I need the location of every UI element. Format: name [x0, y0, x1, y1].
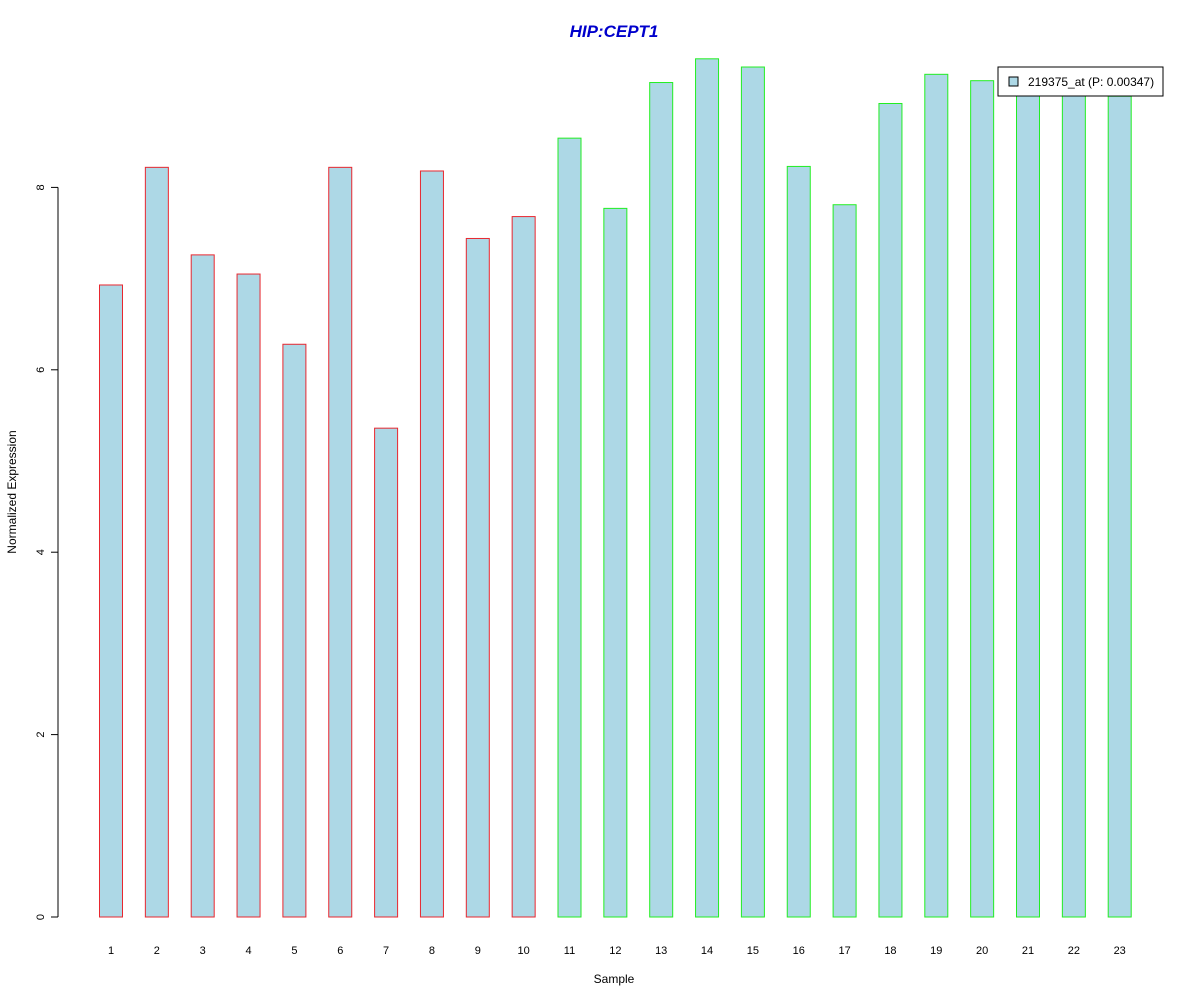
- bar: [328, 166, 353, 918]
- bar: [99, 284, 123, 918]
- x-tick-label: 15: [747, 945, 759, 957]
- x-tick-label: 14: [701, 945, 713, 957]
- legend: 219375_at (P: 0.00347): [997, 66, 1164, 97]
- bar: [557, 137, 582, 918]
- x-tick-label: 11: [564, 945, 575, 957]
- bar: [1061, 91, 1086, 918]
- bar: [1107, 95, 1132, 918]
- y-tick-label: 4: [35, 549, 47, 555]
- x-tick-label: 12: [609, 945, 621, 957]
- x-tick-label: 17: [838, 945, 850, 957]
- bar: [695, 58, 720, 918]
- x-tick-label: 4: [245, 945, 251, 957]
- bar: [465, 237, 490, 918]
- bar: [786, 165, 811, 918]
- x-tick-label: 18: [884, 945, 896, 957]
- x-tick-label: 13: [655, 945, 667, 957]
- y-tick-label: 0: [35, 914, 47, 920]
- x-tick-label: 7: [383, 945, 389, 957]
- x-tick-labels: 1 2 3 4 5 6 7 8 9 10 11 12 13 14 15 16 17 18 19 20 21 22 23: [108, 945, 1126, 957]
- legend-label: 219375_at (P: 0.00347): [1028, 75, 1154, 89]
- bar: [190, 254, 215, 918]
- bar: [649, 82, 674, 918]
- bar: [603, 207, 628, 918]
- x-tick-label: 6: [337, 945, 343, 957]
- x-axis-label: Sample: [594, 972, 635, 986]
- bar: [878, 102, 903, 918]
- bar: [374, 427, 399, 918]
- bar: [1016, 86, 1040, 918]
- x-tick-label: 19: [930, 945, 942, 957]
- x-tick-label: 2: [154, 945, 160, 957]
- bar: [970, 80, 995, 918]
- bar: [419, 170, 444, 918]
- x-tick-label: 8: [429, 945, 435, 957]
- bar: [832, 204, 857, 918]
- x-tick-label: 16: [793, 945, 805, 957]
- x-tick-label: 1: [108, 945, 114, 957]
- x-tick-label: 21: [1022, 945, 1034, 957]
- x-tick-label: 5: [291, 945, 297, 957]
- x-tick-label: 3: [200, 945, 206, 957]
- bar: [511, 216, 536, 918]
- bar: [740, 66, 765, 918]
- x-tick-label: 9: [475, 945, 481, 957]
- bar: [236, 273, 261, 918]
- y-tick-label: 6: [35, 367, 47, 373]
- bar: [924, 73, 949, 918]
- x-tick-label: 22: [1068, 945, 1080, 957]
- y-axis: 0 2 4 6 8: [35, 184, 59, 920]
- legend-swatch: [1008, 76, 1019, 87]
- bar: [282, 343, 307, 918]
- x-tick-label: 23: [1114, 945, 1126, 957]
- x-tick-label: 20: [976, 945, 988, 957]
- y-axis-label: Normalized Expression: [5, 430, 19, 553]
- bar: [144, 166, 169, 918]
- y-tick-label: 2: [35, 732, 47, 738]
- legend-box: [997, 66, 1164, 97]
- bars-group: [99, 58, 1132, 918]
- x-tick-label: 10: [518, 945, 530, 957]
- chart-title: HIP:CEPT1: [570, 22, 659, 41]
- y-tick-label: 8: [35, 184, 47, 190]
